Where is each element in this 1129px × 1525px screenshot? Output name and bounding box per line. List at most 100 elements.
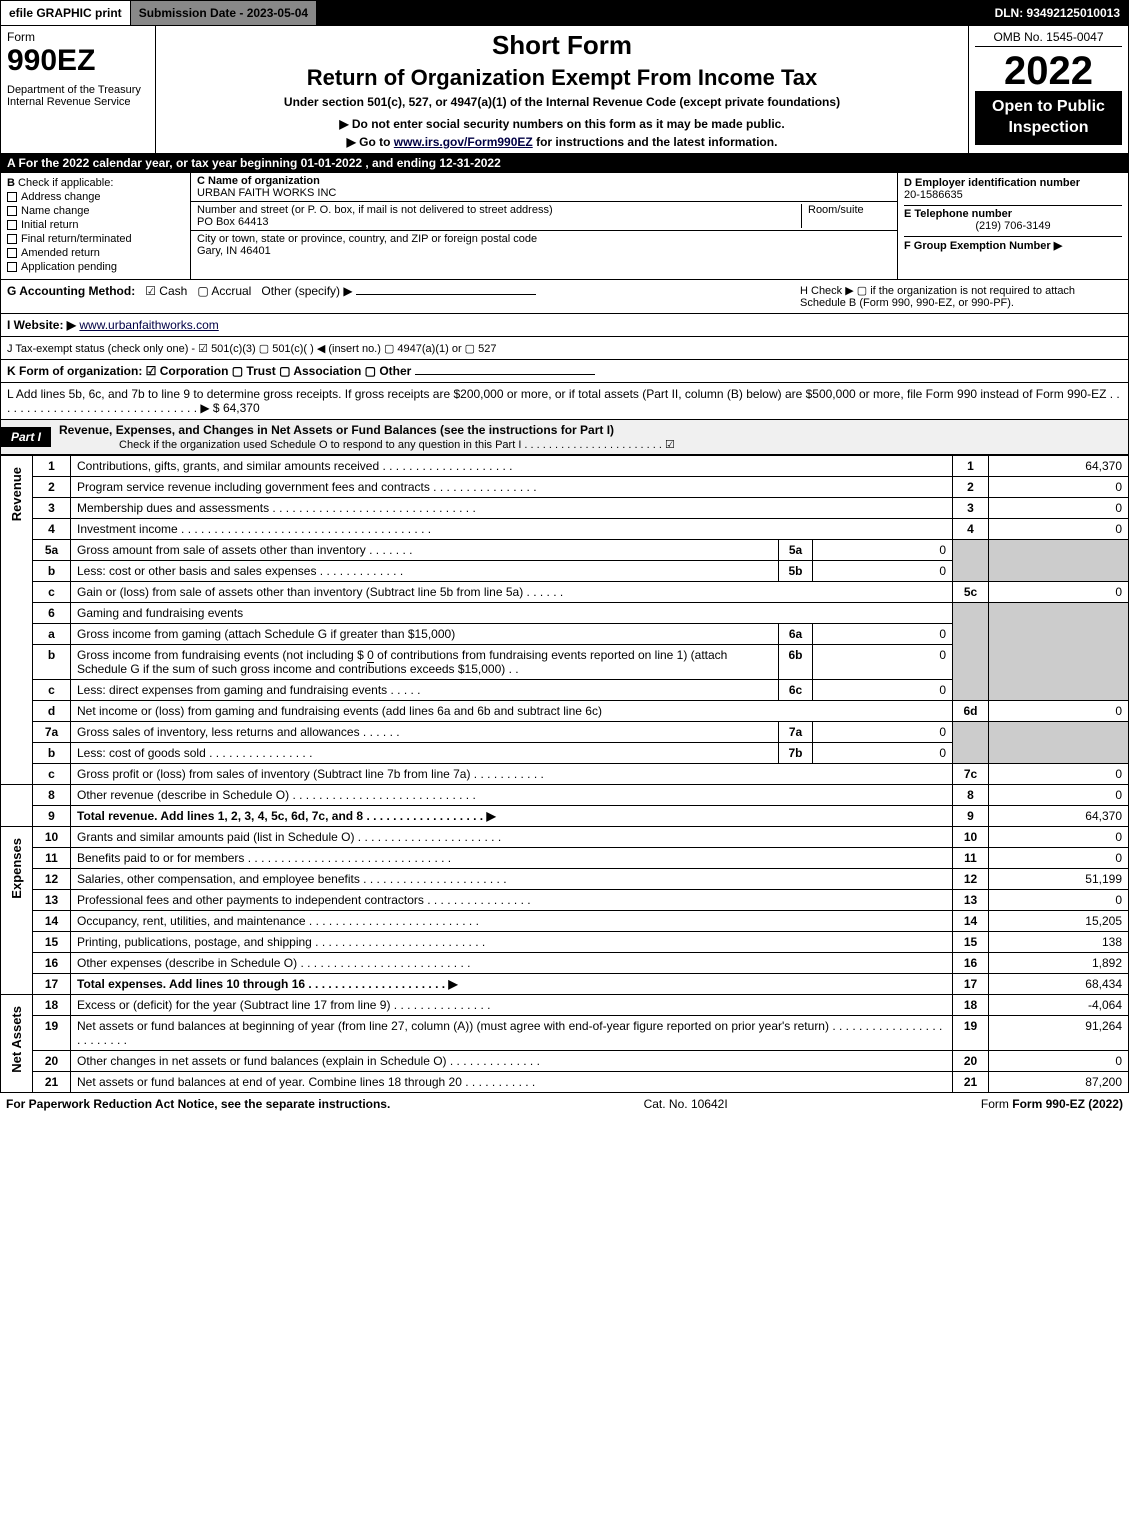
irs-label: Internal Revenue Service <box>7 96 149 108</box>
l4-text: Investment income . . . . . . . . . . . … <box>71 519 953 540</box>
note-link-row: ▶ Go to www.irs.gov/Form990EZ for instru… <box>162 135 962 149</box>
l5b-text: Less: cost or other basis and sales expe… <box>71 561 779 582</box>
l15-box: 15 <box>953 932 989 953</box>
part-i-subtitle-text: Check if the organization used Schedule … <box>119 439 662 451</box>
l6b-underline: 0 <box>367 648 374 663</box>
l8-box: 8 <box>953 785 989 806</box>
checkbox-name-change[interactable] <box>7 206 17 216</box>
section-b: B Check if applicable: Address change Na… <box>0 173 1129 280</box>
k-text: K Form of organization: ☑ Corporation ▢ … <box>7 364 411 378</box>
l6b-subval: 0 <box>813 645 953 680</box>
expenses-tab: Expenses <box>1 827 33 995</box>
l10-amt: 0 <box>989 827 1129 848</box>
phone-value: (219) 706-3149 <box>904 220 1122 232</box>
l4-num: 4 <box>33 519 71 540</box>
l15-text: Printing, publications, postage, and shi… <box>71 932 953 953</box>
part-i-title: Revenue, Expenses, and Changes in Net As… <box>59 423 614 437</box>
netassets-tab: Net Assets <box>1 995 33 1093</box>
l4-amt: 0 <box>989 519 1129 540</box>
l7a-subval: 0 <box>813 722 953 743</box>
website-link[interactable]: www.urbanfaithworks.com <box>79 318 218 332</box>
org-name: URBAN FAITH WORKS INC <box>197 187 336 199</box>
l5c-amt: 0 <box>989 582 1129 603</box>
l13-amt: 0 <box>989 890 1129 911</box>
footer-mid: Cat. No. 10642I <box>644 1097 728 1111</box>
l6b-text: Gross income from fundraising events (no… <box>71 645 779 680</box>
l9-amt: 64,370 <box>989 806 1129 827</box>
l13-text: Professional fees and other payments to … <box>71 890 953 911</box>
l9-box: 9 <box>953 806 989 827</box>
l17-amt: 68,434 <box>989 974 1129 995</box>
initial-return-label: Initial return <box>21 219 78 231</box>
l12-text: Salaries, other compensation, and employ… <box>71 869 953 890</box>
l8-num: 8 <box>33 785 71 806</box>
checkbox-final-return[interactable] <box>7 234 17 244</box>
l7c-amt: 0 <box>989 764 1129 785</box>
l14-num: 14 <box>33 911 71 932</box>
l6-text: Gaming and fundraising events <box>71 603 953 624</box>
checkbox-initial-return[interactable] <box>7 220 17 230</box>
l15-num: 15 <box>33 932 71 953</box>
l7a-sub: 7a <box>779 722 813 743</box>
omb-number: OMB No. 1545-0047 <box>975 30 1122 47</box>
irs-link[interactable]: www.irs.gov/Form990EZ <box>394 135 533 149</box>
line-j: J Tax-exempt status (check only one) - ☑… <box>0 337 1129 360</box>
revenue-tab: Revenue <box>1 456 33 785</box>
part-i-subtitle: Check if the organization used Schedule … <box>59 437 683 455</box>
l6d-text: Net income or (loss) from gaming and fun… <box>71 701 953 722</box>
l6a-sub: 6a <box>779 624 813 645</box>
l14-text: Occupancy, rent, utilities, and maintena… <box>71 911 953 932</box>
l16-box: 16 <box>953 953 989 974</box>
short-form-title: Short Form <box>162 30 962 61</box>
l18-amt: -4,064 <box>989 995 1129 1016</box>
form-header: Form 990EZ Department of the Treasury In… <box>0 26 1129 154</box>
l6c-sub: 6c <box>779 680 813 701</box>
l14-box: 14 <box>953 911 989 932</box>
l7b-subval: 0 <box>813 743 953 764</box>
l5a-subval: 0 <box>813 540 953 561</box>
l20-box: 20 <box>953 1051 989 1072</box>
l17-box: 17 <box>953 974 989 995</box>
l12-amt: 51,199 <box>989 869 1129 890</box>
l3-num: 3 <box>33 498 71 519</box>
l6a-subval: 0 <box>813 624 953 645</box>
l20-num: 20 <box>33 1051 71 1072</box>
checkbox-amended-return[interactable] <box>7 248 17 258</box>
street-value: PO Box 64413 <box>197 216 269 228</box>
l6b-num: b <box>33 645 71 680</box>
l5c-box: 5c <box>953 582 989 603</box>
amended-return-label: Amended return <box>21 247 100 259</box>
l7a-text: Gross sales of inventory, less returns a… <box>71 722 779 743</box>
l-amount: 64,370 <box>223 401 260 415</box>
note-link-post: for instructions and the latest informat… <box>533 135 778 149</box>
line-i: I Website: ▶ www.urbanfaithworks.com <box>0 314 1129 337</box>
l19-text: Net assets or fund balances at beginning… <box>71 1016 953 1051</box>
l19-box: 19 <box>953 1016 989 1051</box>
l5a-num: 5a <box>33 540 71 561</box>
line-k: K Form of organization: ☑ Corporation ▢ … <box>0 360 1129 383</box>
under-section: Under section 501(c), 527, or 4947(a)(1)… <box>162 95 962 109</box>
l11-text: Benefits paid to or for members . . . . … <box>71 848 953 869</box>
efile-label[interactable]: efile GRAPHIC print <box>1 1 131 25</box>
l18-num: 18 <box>33 995 71 1016</box>
l6c-num: c <box>33 680 71 701</box>
revenue-tab-cont <box>1 785 33 827</box>
l6-graybox <box>953 603 989 701</box>
l6d-num: d <box>33 701 71 722</box>
l5c-num: c <box>33 582 71 603</box>
l6a-num: a <box>33 624 71 645</box>
l7c-box: 7c <box>953 764 989 785</box>
top-bar: efile GRAPHIC print Submission Date - 20… <box>0 0 1129 26</box>
l6c-text: Less: direct expenses from gaming and fu… <box>71 680 779 701</box>
l5a-text: Gross amount from sale of assets other t… <box>71 540 779 561</box>
checkbox-address-change[interactable] <box>7 192 17 202</box>
l6d-box: 6d <box>953 701 989 722</box>
j-text: J Tax-exempt status (check only one) - ☑… <box>7 343 496 355</box>
l7b-sub: 7b <box>779 743 813 764</box>
l1-text: Contributions, gifts, grants, and simila… <box>71 456 953 477</box>
l18-box: 18 <box>953 995 989 1016</box>
footer-right: Form Form 990-EZ (2022) <box>981 1097 1123 1111</box>
line-a: A For the 2022 calendar year, or tax yea… <box>0 154 1129 173</box>
c-name-label: C Name of organization <box>197 175 320 187</box>
checkbox-application-pending[interactable] <box>7 262 17 272</box>
